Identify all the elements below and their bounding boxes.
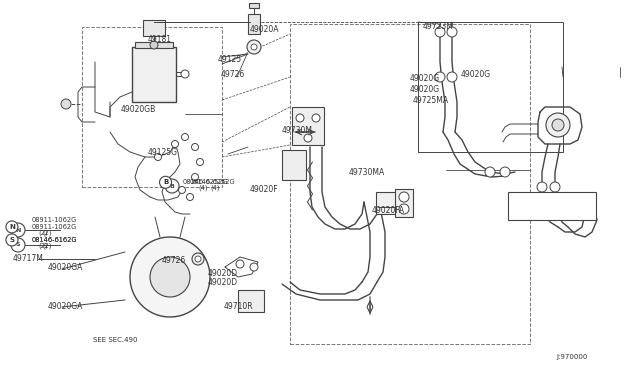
Bar [508,192,596,220]
Bar [282,150,306,180]
Circle shape [550,182,560,192]
Bar [395,189,413,217]
Text: B: B [163,179,168,185]
Text: S: S [16,243,20,247]
Text: 49717M: 49717M [13,254,44,263]
Circle shape [435,72,445,82]
Text: 49020F: 49020F [250,185,278,194]
Text: 49020D: 49020D [208,278,238,287]
Text: J:970000: J:970000 [557,354,588,360]
Text: 49723M: 49723M [422,22,453,31]
Text: 08146-6162G: 08146-6162G [32,237,77,243]
Circle shape [435,27,445,37]
Circle shape [172,141,179,148]
Circle shape [195,256,201,262]
Text: SEE SEC.490: SEE SEC.490 [93,337,138,343]
Text: 49020D: 49020D [208,269,238,278]
Circle shape [159,176,172,188]
Bar [376,192,402,214]
Bar [238,290,264,312]
Circle shape [312,114,320,122]
Circle shape [296,114,304,122]
Text: 49726: 49726 [161,256,186,265]
Circle shape [304,134,312,142]
Bar [248,14,260,34]
Text: 08146-6252G: 08146-6252G [190,179,236,185]
Circle shape [11,223,25,237]
Circle shape [179,186,186,193]
Text: 08911-1062G: 08911-1062G [32,217,77,223]
Circle shape [399,204,409,214]
Circle shape [130,237,210,317]
Text: (4): (4) [210,185,220,191]
Text: 49020GB: 49020GB [120,105,156,114]
Text: B: B [170,183,175,189]
Circle shape [399,192,409,202]
Bar [292,107,324,145]
Text: 08911-1062G: 08911-1062G [32,224,77,230]
Text: (2): (2) [42,229,51,236]
Circle shape [236,260,244,268]
Circle shape [447,72,457,82]
Circle shape [11,238,25,252]
Text: 08146-6252G: 08146-6252G [182,179,228,185]
Text: 49710R: 49710R [224,302,253,311]
Text: (2): (2) [38,229,48,236]
Text: 49125G: 49125G [147,148,177,157]
Text: 49730MA: 49730MA [349,169,385,177]
Circle shape [181,70,189,78]
Circle shape [546,113,570,137]
Circle shape [485,167,495,177]
Text: 49020A: 49020A [250,25,279,34]
Text: 49020GA: 49020GA [48,263,83,272]
Bar [132,47,176,102]
Text: 49181: 49181 [147,35,172,44]
Circle shape [537,182,547,192]
Text: N: N [15,228,20,232]
Text: (2): (2) [42,242,51,249]
Bar [135,42,173,48]
Circle shape [191,173,198,180]
Circle shape [182,134,189,141]
Text: 49725MA: 49725MA [413,96,449,105]
Text: 08146-6162G: 08146-6162G [32,237,77,243]
Text: 49020G: 49020G [410,85,440,94]
Text: 49020G: 49020G [410,74,440,83]
Bar [290,24,530,344]
Text: 49020FA: 49020FA [371,206,404,215]
Text: N: N [9,224,15,230]
Circle shape [6,234,18,246]
Bar [143,20,165,36]
Text: SEE SEC.492: SEE SEC.492 [512,203,556,209]
Circle shape [250,263,258,271]
Circle shape [154,154,161,160]
Text: 49020G: 49020G [461,70,491,79]
Circle shape [247,40,261,54]
Bar [249,3,259,8]
Circle shape [196,158,204,166]
Circle shape [192,253,204,265]
Text: S: S [10,237,15,243]
Text: 49020GA: 49020GA [48,302,83,311]
Circle shape [165,179,179,193]
Circle shape [150,41,158,49]
Text: 49726: 49726 [221,70,245,79]
Bar [82,27,222,187]
Text: 49730M: 49730M [282,126,312,135]
Circle shape [552,119,564,131]
Circle shape [186,193,193,201]
Text: (4): (4) [198,185,208,191]
Circle shape [251,44,257,50]
Circle shape [500,167,510,177]
Circle shape [150,257,190,297]
Text: (2): (2) [38,242,48,249]
Bar [418,22,563,152]
Circle shape [6,221,18,233]
Circle shape [191,144,198,151]
Circle shape [447,27,457,37]
Circle shape [61,99,71,109]
Text: 49125: 49125 [218,55,242,64]
